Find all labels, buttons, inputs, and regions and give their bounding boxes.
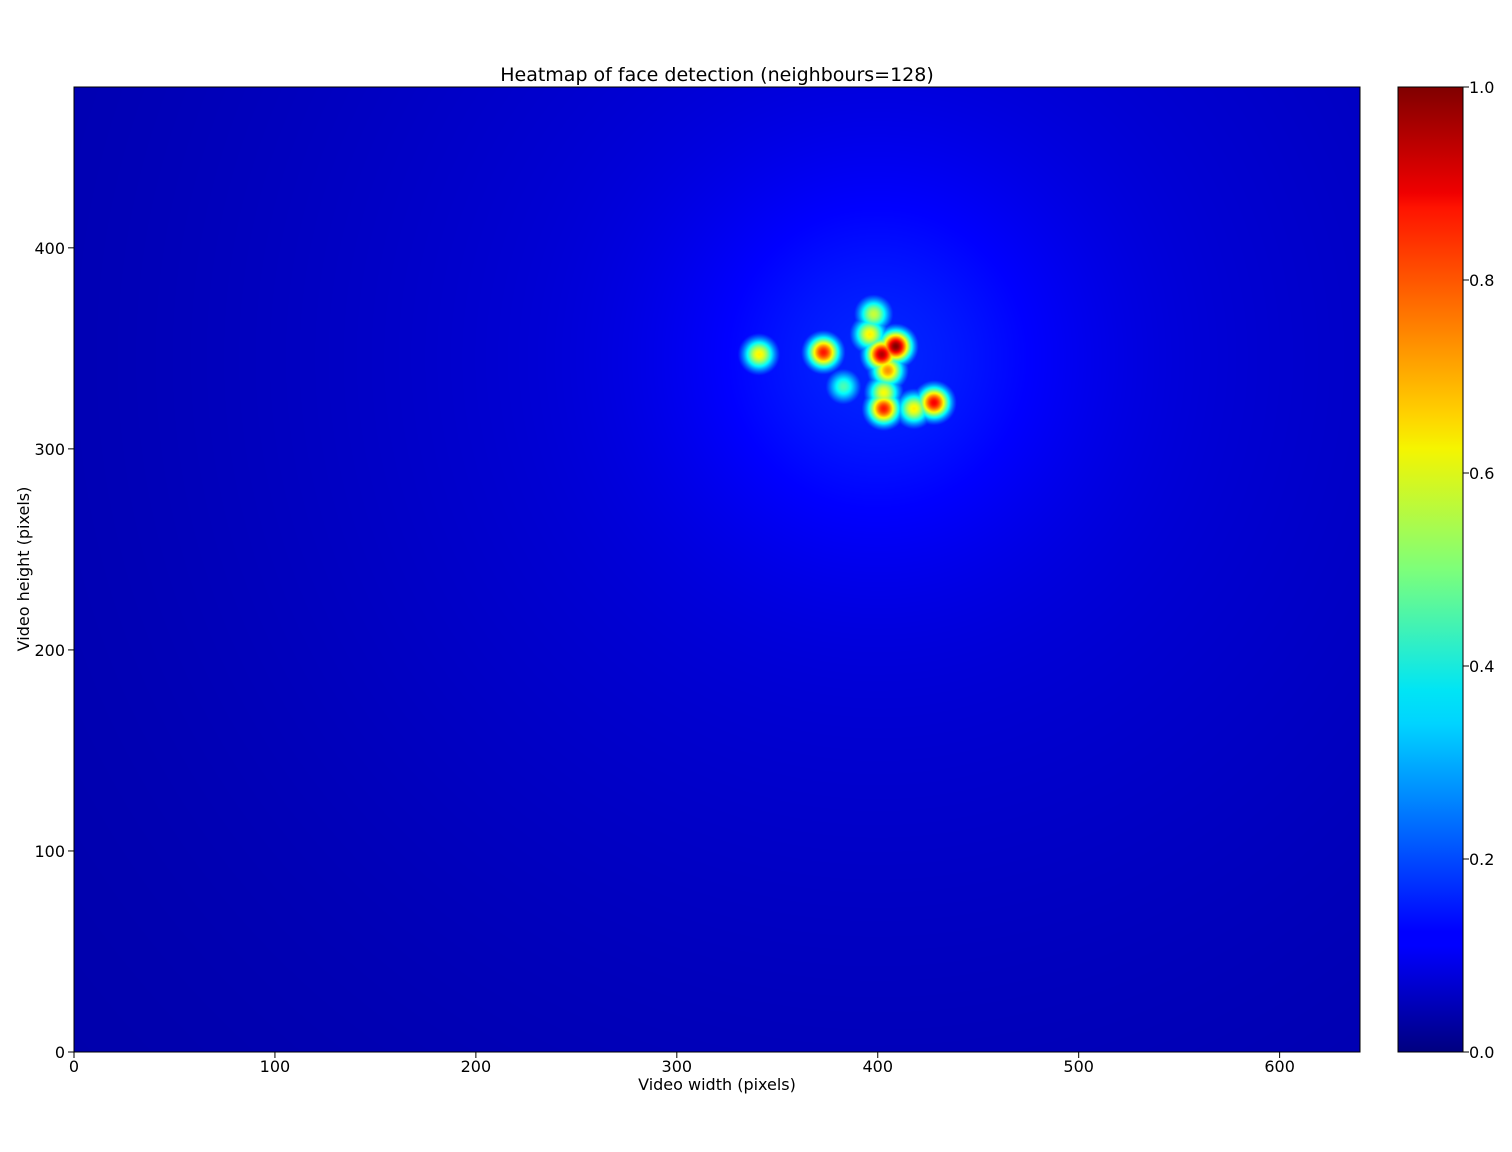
- x-axis: 0 100 200 300 400 500 600: [69, 1052, 1295, 1076]
- colorbar-tick-label: 1.0: [1469, 78, 1494, 97]
- y-tick-label: 0: [55, 1043, 65, 1062]
- colorbar-tick-label: 0.8: [1469, 271, 1494, 290]
- x-tick-label: 500: [1063, 1057, 1094, 1076]
- colorbar-ticks: 0.0 0.2 0.4 0.6 0.8 1.0: [1463, 78, 1494, 1062]
- x-tick-label: 300: [662, 1057, 693, 1076]
- x-tick-label: 200: [461, 1057, 492, 1076]
- colorbar-tick-label: 0.4: [1469, 657, 1494, 676]
- colorbar: 0.0 0.2 0.4 0.6 0.8 1.0: [1397, 78, 1494, 1062]
- y-axis: 0 100 200 300 400: [34, 239, 74, 1062]
- colorbar-tick-label: 0.6: [1469, 464, 1494, 483]
- heatmap-image: [74, 87, 1360, 1052]
- colorbar-tick-label: 0.0: [1469, 1043, 1494, 1062]
- plot-frame: [73, 86, 1361, 1053]
- y-tick-label: 200: [34, 641, 65, 660]
- y-axis-label: Video height (pixels): [14, 487, 33, 652]
- heatmap-plot-area: [73, 86, 1361, 1053]
- heatmap-image-container: [74, 87, 1360, 1052]
- y-tick-label: 100: [34, 842, 65, 861]
- colorbar-gradient: [1398, 87, 1463, 1052]
- y-tick-label: 300: [34, 440, 65, 459]
- y-tick-label: 400: [34, 239, 65, 258]
- x-tick-label: 600: [1264, 1057, 1295, 1076]
- colorbar-tick-label: 0.2: [1469, 850, 1494, 869]
- x-tick-label: 100: [260, 1057, 291, 1076]
- x-tick-label: 400: [862, 1057, 893, 1076]
- x-tick-label: 0: [69, 1057, 79, 1076]
- colorbar-frame: [1397, 86, 1464, 1053]
- chart-title: Heatmap of face detection (neighbours=12…: [500, 64, 934, 86]
- x-axis-label: Video width (pixels): [638, 1075, 796, 1094]
